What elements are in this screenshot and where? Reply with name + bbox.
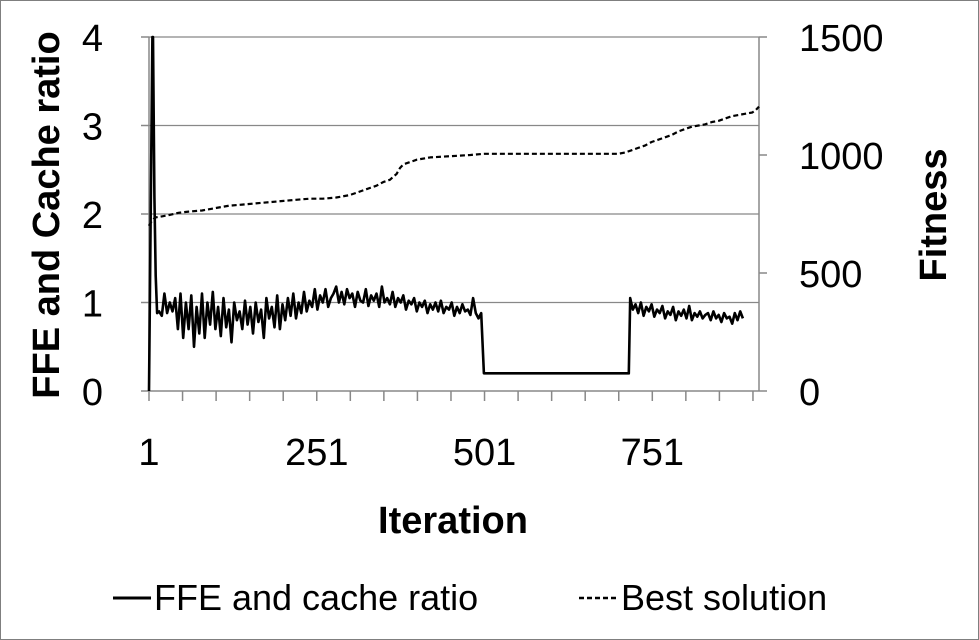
y-left-tick-label: 4 (82, 18, 103, 60)
y-left-tick-label: 1 (82, 284, 103, 326)
series-layer (147, 35, 760, 392)
legend-label-best: Best solution (621, 577, 827, 618)
legend: FFE and cache ratio Best solution (113, 577, 827, 618)
x-axis-title: Iteration (378, 500, 528, 542)
y-right-tick-label: 0 (799, 372, 820, 414)
y-right-tick-label: 1000 (799, 136, 884, 178)
x-tick-label: 1 (138, 432, 159, 474)
x-tick-label: 251 (285, 432, 348, 474)
y-left-tick-label: 2 (82, 195, 103, 237)
y-right-axis-title: Fitness (913, 148, 955, 281)
y-left-tick-label: 3 (82, 107, 103, 149)
y-left-tick-label: 0 (82, 372, 103, 414)
x-tick-label: 751 (621, 432, 684, 474)
y-right-tick-label: 500 (799, 254, 862, 296)
series-line-best-solution (148, 105, 760, 227)
y-left-axis-title: FFE and Cache ratio (26, 31, 68, 398)
x-tick-label: 501 (453, 432, 516, 474)
gridlines (149, 36, 759, 304)
series-line-ffe-cache-ratio (147, 35, 745, 392)
legend-label-ffe: FFE and cache ratio (154, 577, 478, 618)
y-right-tick-label: 1500 (799, 18, 884, 60)
